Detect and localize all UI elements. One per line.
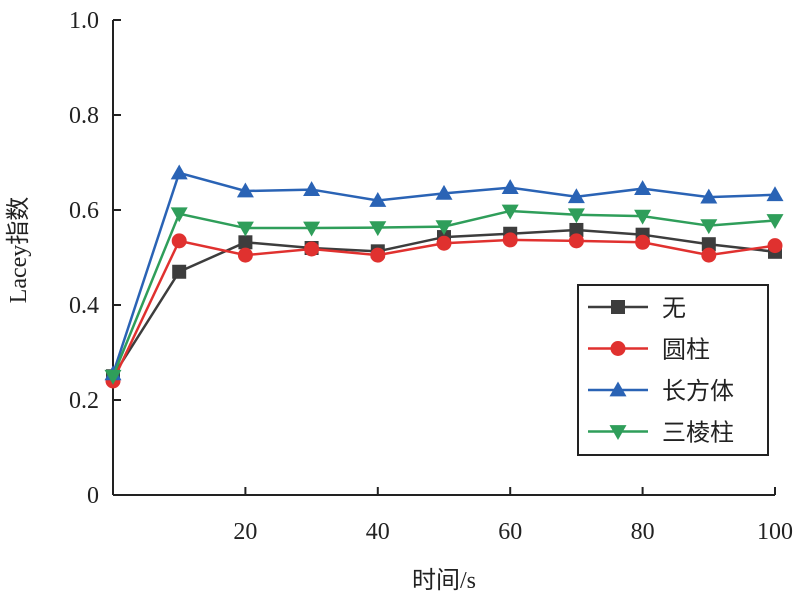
data-point <box>436 235 452 251</box>
data-point <box>303 181 321 196</box>
data-point <box>569 222 584 237</box>
legend-marker <box>611 300 625 314</box>
data-point <box>170 164 188 180</box>
y-tick-label: 1.0 <box>69 8 99 34</box>
data-point <box>502 232 518 248</box>
legend-item: 长方体 <box>588 378 734 405</box>
data-point <box>701 247 717 263</box>
legend-marker <box>609 425 627 440</box>
data-point <box>767 238 783 254</box>
axes <box>112 20 775 496</box>
data-point <box>766 186 784 202</box>
data-point <box>567 208 585 224</box>
series-layer <box>104 164 784 389</box>
x-tick-label: 60 <box>498 519 522 545</box>
x-axis-title: 时间/s <box>412 567 476 594</box>
legend-marker <box>610 341 626 356</box>
legend-label: 无 <box>662 296 686 322</box>
x-tick-label: 20 <box>233 519 257 545</box>
series-3 <box>104 164 784 381</box>
series-4 <box>104 204 784 385</box>
data-point <box>700 219 718 235</box>
legend-label: 三棱柱 <box>662 420 734 447</box>
y-tick-label: 0.6 <box>69 198 99 224</box>
legend-item: 三棱柱 <box>588 420 734 447</box>
y-ticks: 0 0.2 0.4 0.6 0.8 1.0 <box>69 8 121 509</box>
data-point <box>568 233 584 249</box>
y-tick-label: 0.8 <box>69 103 99 129</box>
x-tick-label: 100 <box>757 519 793 545</box>
data-point <box>370 247 386 263</box>
legend-box <box>577 284 769 456</box>
data-point <box>501 179 519 195</box>
data-point <box>238 235 253 250</box>
data-point <box>171 233 187 249</box>
data-point <box>237 247 253 263</box>
x-ticks: 20 40 60 80 100 <box>233 487 793 545</box>
legend-label: 长方体 <box>662 378 734 405</box>
legend-item: 无 <box>588 296 686 322</box>
data-point <box>369 221 387 237</box>
x-tick-label: 40 <box>366 519 390 545</box>
data-point <box>236 182 254 198</box>
data-point <box>766 214 784 229</box>
series-2 <box>105 232 783 389</box>
y-tick-label: 0.2 <box>69 388 99 414</box>
x-tick-label: 80 <box>631 519 655 545</box>
legend-item: 圆柱 <box>588 337 710 364</box>
data-point <box>634 180 652 195</box>
data-point <box>635 234 651 250</box>
data-point <box>303 221 321 237</box>
data-point <box>501 204 519 220</box>
data-point <box>634 209 652 225</box>
legend-label: 圆柱 <box>662 337 710 364</box>
y-tick-label: 0 <box>87 483 99 509</box>
data-point <box>104 369 122 385</box>
data-point <box>435 184 453 200</box>
y-axis-title: Lacey指数 <box>5 197 32 304</box>
data-point <box>701 237 716 252</box>
data-point <box>170 207 188 223</box>
data-point <box>304 241 320 257</box>
legend-marker <box>609 381 627 397</box>
data-point <box>435 220 453 236</box>
data-point <box>172 264 187 279</box>
data-point <box>567 188 585 204</box>
data-point <box>236 221 254 237</box>
data-point <box>700 188 718 204</box>
y-tick-label: 0.4 <box>69 293 99 319</box>
data-point <box>369 192 387 207</box>
